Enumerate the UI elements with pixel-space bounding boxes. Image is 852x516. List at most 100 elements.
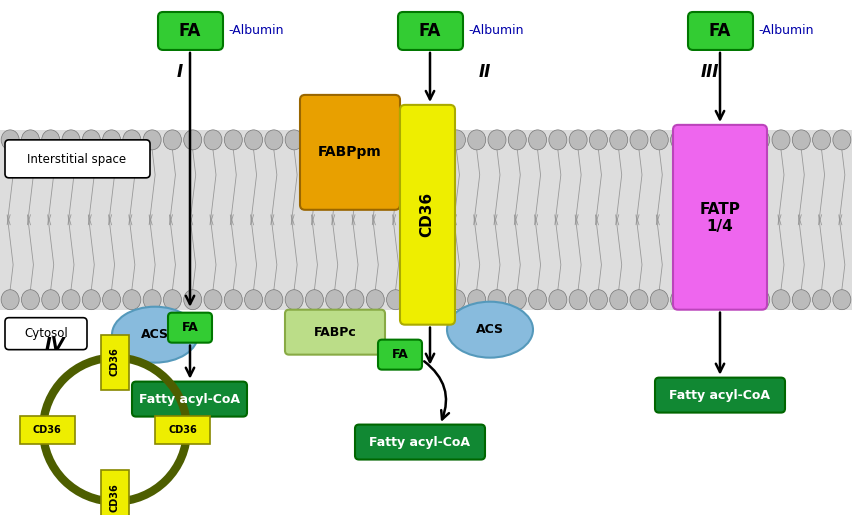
Text: ACS: ACS [476,323,504,336]
Ellipse shape [447,289,465,310]
Ellipse shape [164,130,181,150]
Ellipse shape [346,289,364,310]
Ellipse shape [164,289,181,310]
Text: CD36: CD36 [169,425,198,434]
Ellipse shape [224,289,242,310]
Text: -Albumin: -Albumin [468,24,523,38]
Ellipse shape [184,289,202,310]
Bar [155,415,210,444]
Ellipse shape [468,130,486,150]
Ellipse shape [427,130,445,150]
Ellipse shape [123,130,141,150]
Ellipse shape [83,130,101,150]
Ellipse shape [112,307,198,363]
Ellipse shape [184,130,202,150]
FancyBboxPatch shape [132,382,247,416]
Text: III: III [701,63,719,81]
Bar [0,130,852,310]
Ellipse shape [610,289,628,310]
Bar [101,470,129,516]
Bar [20,415,75,444]
Ellipse shape [772,130,790,150]
Text: FABPc: FABPc [314,326,356,339]
Text: ACS: ACS [141,328,169,341]
Text: FABPpm: FABPpm [318,145,382,159]
Ellipse shape [42,289,60,310]
Text: II: II [479,63,491,81]
FancyBboxPatch shape [5,140,150,178]
Ellipse shape [691,289,709,310]
Ellipse shape [285,289,303,310]
FancyBboxPatch shape [285,310,385,354]
FancyBboxPatch shape [688,12,753,50]
Ellipse shape [590,130,607,150]
Ellipse shape [630,289,648,310]
Text: -Albumin: -Albumin [228,24,284,38]
Ellipse shape [204,289,222,310]
Ellipse shape [691,130,709,150]
Ellipse shape [772,289,790,310]
Text: Fatty acyl-CoA: Fatty acyl-CoA [370,436,470,449]
FancyBboxPatch shape [158,12,223,50]
Ellipse shape [21,130,39,150]
Text: CD36: CD36 [419,192,435,237]
Ellipse shape [245,289,262,310]
FancyBboxPatch shape [355,425,485,460]
Ellipse shape [407,130,425,150]
Ellipse shape [102,289,121,310]
Ellipse shape [630,130,648,150]
Ellipse shape [569,130,587,150]
Text: Cytosol: Cytosol [24,327,68,340]
Text: FA: FA [709,22,731,40]
Ellipse shape [265,130,283,150]
Ellipse shape [528,289,547,310]
Text: Fatty acyl-CoA: Fatty acyl-CoA [670,389,770,402]
Ellipse shape [792,130,810,150]
Ellipse shape [488,289,506,310]
Ellipse shape [42,130,60,150]
Ellipse shape [671,130,688,150]
Ellipse shape [245,130,262,150]
Text: CD36: CD36 [110,347,120,376]
Text: CD36: CD36 [110,483,120,512]
Ellipse shape [265,289,283,310]
FancyBboxPatch shape [673,125,767,310]
Ellipse shape [387,289,405,310]
Ellipse shape [650,289,668,310]
Ellipse shape [833,130,851,150]
Ellipse shape [143,289,161,310]
Ellipse shape [346,130,364,150]
Ellipse shape [833,289,851,310]
Ellipse shape [650,130,668,150]
Ellipse shape [509,289,527,310]
Ellipse shape [731,130,750,150]
Text: FATP
1/4: FATP 1/4 [699,202,740,234]
Ellipse shape [488,130,506,150]
FancyBboxPatch shape [168,313,212,343]
FancyBboxPatch shape [300,95,400,210]
Ellipse shape [549,289,567,310]
Ellipse shape [62,289,80,310]
Ellipse shape [305,289,324,310]
Text: -Albumin: -Albumin [758,24,814,38]
Ellipse shape [610,130,628,150]
Ellipse shape [1,289,19,310]
Ellipse shape [285,130,303,150]
Ellipse shape [21,289,39,310]
Ellipse shape [549,130,567,150]
Text: CD36: CD36 [32,425,61,434]
Ellipse shape [813,289,831,310]
Ellipse shape [102,130,121,150]
Ellipse shape [143,130,161,150]
Ellipse shape [83,289,101,310]
Ellipse shape [711,289,729,310]
FancyBboxPatch shape [378,340,422,369]
Ellipse shape [204,130,222,150]
Ellipse shape [569,289,587,310]
Ellipse shape [528,130,547,150]
Ellipse shape [671,289,688,310]
Text: IV: IV [44,335,66,353]
Ellipse shape [427,289,445,310]
Text: FA: FA [419,22,441,40]
Ellipse shape [123,289,141,310]
